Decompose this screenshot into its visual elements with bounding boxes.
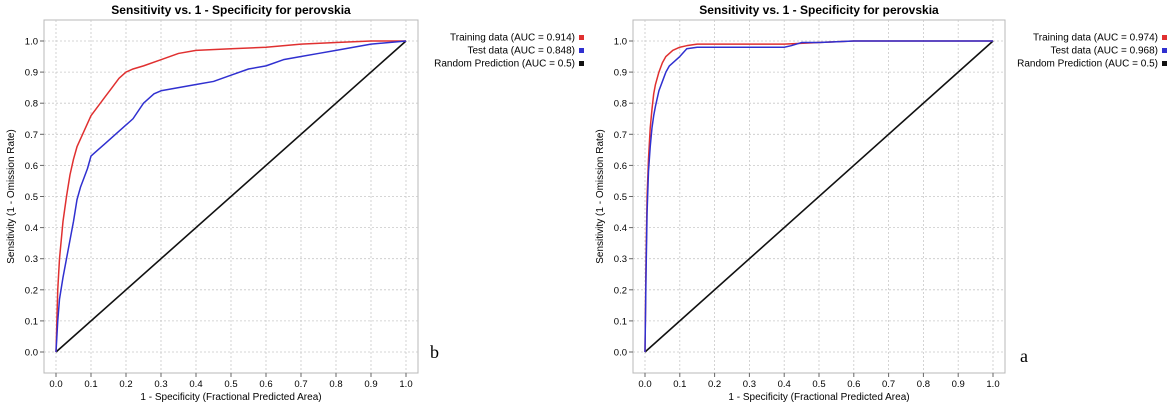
y-tick-label: 0.2 [25,285,38,296]
legend-label: Test data (AUC = 0.848) [467,46,575,57]
y-tick-label: 0.7 [25,130,38,141]
y-tick-label: 0.3 [614,254,627,265]
y-tick-label: 0.3 [25,254,38,265]
y-tick-label: 0.6 [614,161,627,172]
chart-title: Sensitivity vs. 1 - Specificity for pero… [111,3,351,17]
panel-label: b [430,342,439,362]
x-tick-label: 1.0 [986,379,999,390]
legend-label: Training data (AUC = 0.974) [1033,33,1158,44]
roc-panel-a: 0.0 0.1 0.2 0.3 0.4 0.5 0.6 0.7 0.8 0.9 1.0 0.0 0.1 0… [595,3,1167,403]
y-axis-label: Sensitivity (1 - Omission Rate) [6,129,17,263]
y-tick-label: 0.0 [614,348,627,359]
random-prediction-line [55,40,407,353]
legend-swatch [1162,48,1167,53]
y-tick-label: 0.8 [614,99,627,110]
x-tick-label: 0.4 [189,379,202,390]
legend-swatch [1162,61,1167,66]
test-data-line [644,40,993,353]
y-tick-label: 1.0 [25,37,38,48]
x-tick-label: 0.5 [812,379,825,390]
legend-swatch [579,35,584,40]
y-axis-label: Sensitivity (1 - Omission Rate) [595,129,606,263]
legend-swatch [579,48,584,53]
x-tick-label: 0.9 [952,379,965,390]
panel-label: a [1020,346,1028,366]
legend-swatch [579,61,584,66]
legend-label: Training data (AUC = 0.914) [450,33,575,44]
y-tick-label: 0.9 [25,68,38,79]
x-tick-label: 0.6 [259,379,272,390]
y-tick-label: 1.0 [614,37,627,48]
x-tick-label: 0.5 [224,379,237,390]
x-tick-label: 0.2 [708,379,721,390]
legend-label: Random Prediction (AUC = 0.5) [434,59,575,70]
training-data-line [55,40,406,353]
x-tick-label: 0.7 [882,379,895,390]
y-tick-label: 0.4 [614,223,627,234]
y-tick-label: 0.8 [25,99,38,110]
x-tick-label: 0.7 [294,379,307,390]
y-tick-label: 0.5 [25,192,38,203]
x-tick-label: 0.8 [329,379,342,390]
x-tick-label: 0.9 [364,379,377,390]
y-tick-label: 0.6 [25,161,38,172]
y-tick-label: 0.1 [614,316,627,327]
x-tick-label: 0.1 [84,379,97,390]
y-tick-label: 0.4 [25,223,38,234]
y-tick-label: 0.7 [614,130,627,141]
x-tick-label: 0.6 [847,379,860,390]
chart-title: Sensitivity vs. 1 - Specificity for pero… [699,3,939,17]
legend-label: Test data (AUC = 0.968) [1050,46,1158,57]
y-tick-label: 0.5 [614,192,627,203]
legend-swatch [1162,35,1167,40]
x-tick-label: 0.0 [49,379,62,390]
x-tick-label: 1.0 [399,379,412,390]
legend-label: Random Prediction (AUC = 0.5) [1017,59,1158,70]
y-tick-label: 0.1 [25,316,38,327]
x-axis-label: 1 - Specificity (Fractional Predicted Ar… [728,392,909,403]
y-tick-label: 0.2 [614,285,627,296]
x-tick-label: 0.3 [743,379,756,390]
test-data-line [55,40,407,353]
roc-panel-b: 0.0 0.1 0.2 0.3 0.4 0.5 0.6 0.7 0.8 0.9 1.0 0.0 0.1 0… [6,3,584,403]
y-tick-label: 0.0 [25,348,38,359]
x-tick-label: 0.0 [638,379,651,390]
x-tick-label: 0.8 [917,379,930,390]
x-tick-label: 0.1 [673,379,686,390]
x-tick-label: 0.4 [778,379,791,390]
random-prediction-line [644,40,994,353]
y-tick-label: 0.9 [614,68,627,79]
x-tick-label: 0.3 [154,379,167,390]
x-axis-label: 1 - Specificity (Fractional Predicted Ar… [140,392,321,403]
x-tick-label: 0.2 [119,379,132,390]
